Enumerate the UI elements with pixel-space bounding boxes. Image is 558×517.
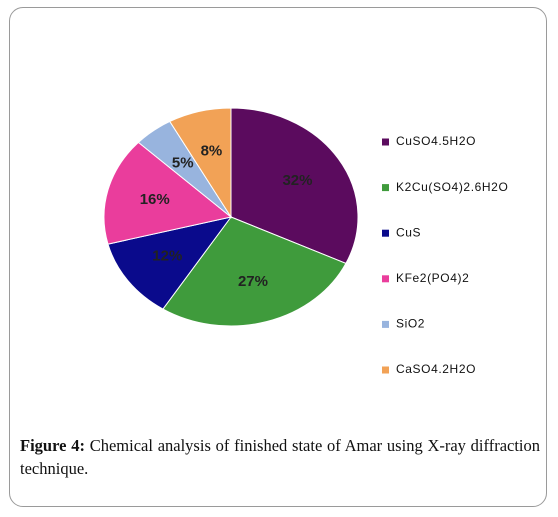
slice-label: 27% [238, 273, 268, 290]
pie-slice [169, 107, 232, 219]
slice-label: 5% [172, 155, 194, 172]
legend-swatch [382, 366, 389, 374]
legend-swatch [382, 184, 389, 192]
legend-swatch [382, 138, 389, 146]
legend-label: SiO2 [396, 317, 425, 331]
caption-text: Chemical analysis of finished state of A… [20, 436, 541, 478]
legend-swatch [382, 229, 389, 237]
legend-label: CaSO4.2H2O [396, 362, 476, 376]
figure-frame [9, 7, 547, 507]
pie-slice [162, 216, 347, 327]
legend-swatch [382, 320, 389, 328]
chart: 32% 27% 12% 16% 5% 8% CuSO4.5H2O K2Cu(SO4)2.6H2… [103, 107, 508, 376]
slice-label: 16% [140, 191, 170, 208]
legend-label: KFe2(PO4)2 [396, 271, 469, 285]
caption: Figure 4: Chemical analysis of finished … [20, 434, 540, 480]
pie-slice [107, 216, 233, 310]
legend-label: K2Cu(SO4)2.6H2O [396, 180, 508, 194]
legend-swatch [382, 275, 389, 283]
slice-label: 8% [201, 143, 223, 160]
slice-label: 12% [152, 248, 182, 265]
pie-slice [103, 141, 233, 245]
slice-label: 32% [282, 172, 312, 189]
pie-slice [230, 107, 359, 265]
legend-label: CuSO4.5H2O [396, 134, 476, 148]
legend-label: CuS [396, 225, 421, 239]
caption-label: Figure 4: [20, 436, 85, 455]
